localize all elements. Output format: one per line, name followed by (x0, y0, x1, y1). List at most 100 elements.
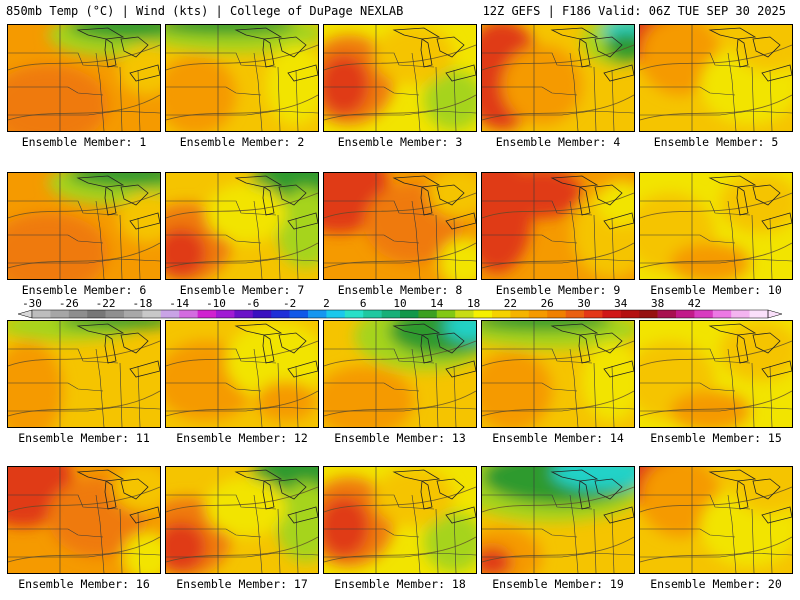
state-border (8, 110, 160, 116)
height-contour (324, 536, 476, 563)
state-border (253, 494, 263, 573)
state-border (8, 234, 104, 244)
colorbar-swatch (676, 310, 695, 318)
ensemble-member-label: Ensemble Member: 9 (495, 283, 621, 297)
great-lake-outline (287, 212, 318, 230)
height-contour (640, 390, 792, 417)
temperature-colorbar: -30 -26 -22 -18 -14 -10 -6 -2 2 6 10 14 18 22 26 30 34 38… (17, 297, 783, 319)
temperature-region (482, 351, 552, 427)
height-contour (166, 340, 318, 367)
colorbar-tick-label: 38 (651, 297, 664, 310)
great-lake-outline (445, 506, 476, 524)
temperature-field-map (640, 467, 792, 573)
state-border (727, 494, 737, 573)
ensemble-member-label: Ensemble Member: 8 (337, 283, 463, 297)
state-border (253, 52, 263, 131)
great-lake-outline (420, 480, 433, 510)
state-border (569, 200, 579, 279)
great-lake-outline (392, 469, 441, 482)
great-lake-outline (708, 323, 757, 336)
state-border (253, 348, 263, 427)
state-border (640, 382, 736, 392)
colorbar-swatch (216, 310, 235, 318)
great-lake-outline (708, 27, 757, 40)
colorbar-swatch (712, 310, 732, 318)
temperature-region (374, 25, 454, 85)
great-lake-outline (120, 478, 149, 500)
great-lake-outline (436, 184, 465, 206)
height-contour (640, 192, 792, 219)
ensemble-member-map (165, 172, 319, 280)
temperature-field-map (324, 25, 476, 131)
colorbar-swatch (87, 310, 106, 318)
state-border (593, 66, 597, 131)
height-contour (324, 340, 476, 367)
colorbar-swatch (326, 310, 346, 318)
state-border (8, 552, 160, 558)
temperature-field-map (482, 467, 634, 573)
state-border (324, 552, 476, 558)
great-lake-outline (76, 27, 125, 40)
colorbar-swatch (547, 310, 566, 318)
ensemble-member-label: Ensemble Member: 17 (176, 577, 308, 591)
great-lake-outline (262, 334, 275, 364)
temperature-field-map (324, 467, 476, 573)
state-border (324, 86, 420, 96)
ensemble-member-label: Ensemble Member: 7 (179, 283, 305, 297)
colorbar-tick-label: 2 (323, 297, 330, 310)
state-border (751, 66, 755, 131)
ensemble-member-label: Ensemble Member: 12 (176, 431, 308, 445)
state-border (277, 214, 281, 279)
height-contour (8, 486, 160, 513)
height-contour (324, 94, 476, 121)
colorbar-swatch (68, 310, 88, 318)
colorbar-swatch (271, 310, 290, 318)
ensemble-member-label: Ensemble Member: 13 (334, 431, 466, 445)
ensemble-member-label: Ensemble Member: 2 (179, 135, 305, 149)
colorbar-swatch (731, 310, 750, 318)
great-lake-outline (262, 186, 275, 216)
state-border (119, 214, 123, 279)
temperature-region (256, 381, 316, 421)
great-lake-outline (761, 506, 792, 524)
colorbar-swatch (492, 310, 511, 318)
great-lake-outline (594, 332, 623, 354)
colorbar-swatch (528, 310, 548, 318)
colorbar-tick-label: -2 (283, 297, 296, 310)
state-border (727, 348, 737, 427)
height-contour (482, 390, 634, 417)
great-lake-outline (708, 175, 757, 188)
temperature-field-map (166, 467, 318, 573)
state-border (435, 508, 439, 573)
height-contour (166, 94, 318, 121)
great-lake-outline (120, 332, 149, 354)
ensemble-member-map (639, 466, 793, 574)
state-border (324, 406, 476, 412)
great-lake-outline (736, 186, 749, 216)
great-lake-outline (104, 480, 117, 510)
state-border (277, 362, 281, 427)
temperature-region (324, 55, 369, 115)
state-border (640, 200, 751, 216)
temperature-region (374, 467, 454, 527)
state-border (324, 258, 476, 264)
state-border (95, 52, 105, 131)
state-border (482, 382, 578, 392)
temperature-region (118, 193, 160, 243)
great-lake-outline (550, 469, 599, 482)
state-border (411, 52, 421, 131)
state-border (640, 406, 792, 412)
temperature-field-map (324, 173, 476, 279)
great-lake-outline (761, 360, 792, 378)
ensemble-member-label: Ensemble Member: 1 (21, 135, 147, 149)
ensemble-member-label: Ensemble Member: 4 (495, 135, 621, 149)
height-contour (8, 340, 160, 367)
state-border (324, 494, 435, 510)
ensemble-member-map (165, 466, 319, 574)
great-lake-outline (104, 38, 117, 68)
great-lake-outline (578, 38, 591, 68)
great-lake-outline (287, 506, 318, 524)
great-lake-outline (736, 480, 749, 510)
great-lake-outline (234, 323, 283, 336)
height-contour (324, 390, 476, 417)
